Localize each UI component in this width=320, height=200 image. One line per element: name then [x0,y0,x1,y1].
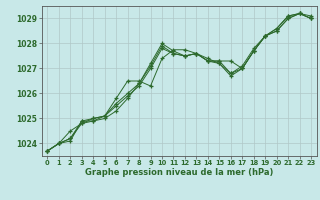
X-axis label: Graphe pression niveau de la mer (hPa): Graphe pression niveau de la mer (hPa) [85,168,273,177]
